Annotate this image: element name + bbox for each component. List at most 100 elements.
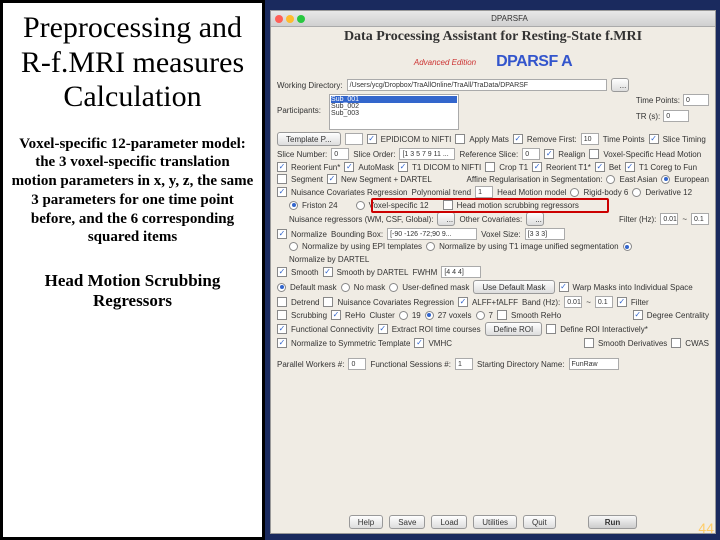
ncr-checkbox[interactable] (277, 187, 287, 197)
nomask-radio[interactable] (341, 283, 350, 292)
template-input[interactable] (345, 133, 363, 145)
refslice-input[interactable]: 0 (522, 148, 540, 160)
maximize-icon[interactable] (297, 15, 305, 23)
band-lo-input[interactable]: 0.01 (564, 296, 582, 308)
tr-input[interactable]: 0 (663, 110, 689, 122)
filter-checkbox[interactable] (617, 297, 627, 307)
deriv12-radio[interactable] (632, 188, 641, 197)
vmhc-checkbox[interactable] (414, 338, 424, 348)
template-button[interactable]: Template P... (277, 132, 341, 146)
t1segnorm-radio[interactable] (426, 242, 435, 251)
sliceorder-input[interactable]: [1 3 5 7 9 11 ... (399, 148, 455, 160)
participants-listbox[interactable]: Sub_001 Sub_002 Sub_003 (329, 94, 459, 130)
reorientfun-checkbox[interactable] (277, 162, 287, 172)
userdefmask-radio[interactable] (389, 283, 398, 292)
smoothdartel-checkbox[interactable] (323, 267, 333, 277)
smooth-checkbox[interactable] (277, 267, 287, 277)
slicetiming-checkbox[interactable] (649, 134, 659, 144)
usedefmask-button[interactable]: Use Default Mask (473, 280, 554, 294)
dc-checkbox[interactable] (633, 310, 643, 320)
c7-radio[interactable] (476, 311, 485, 320)
c27-radio[interactable] (425, 311, 434, 320)
filter-lo-input[interactable]: 0.01 (660, 213, 678, 225)
bet-label: Bet (609, 163, 621, 172)
pw-input[interactable]: 0 (348, 358, 366, 370)
ncr2-checkbox[interactable] (323, 297, 333, 307)
wd-input[interactable]: /Users/ycg/Dropbox/TraAllOnline/TraAll/T… (347, 79, 607, 91)
smoothder-checkbox[interactable] (584, 338, 594, 348)
vshm-checkbox[interactable] (589, 149, 599, 159)
nomask-label: No mask (354, 283, 386, 292)
othercov-browse-button[interactable]: ... (526, 212, 544, 226)
eastasian-radio[interactable] (606, 175, 615, 184)
reorientt1-checkbox[interactable] (532, 162, 542, 172)
list-item[interactable]: Sub_003 (331, 110, 457, 117)
t1dicom-checkbox[interactable] (398, 162, 408, 172)
c19-label: 19 (412, 311, 421, 320)
reho-checkbox[interactable] (331, 310, 341, 320)
removefirst-input[interactable]: 10 (581, 133, 599, 145)
app-logo: DPARSF A (496, 53, 572, 71)
cwas-checkbox[interactable] (671, 338, 681, 348)
wd-label: Working Directory: (277, 81, 343, 90)
normsym-checkbox[interactable] (277, 338, 287, 348)
load-button[interactable]: Load (431, 515, 467, 529)
fwhm-input[interactable]: [4 4 4] (441, 266, 481, 278)
wd-browse-button[interactable]: ... (611, 78, 629, 92)
applymats-checkbox[interactable] (455, 134, 465, 144)
friston24-radio[interactable] (289, 201, 298, 210)
quit-button[interactable]: Quit (523, 515, 556, 529)
extract-checkbox[interactable] (378, 324, 388, 334)
defmask-radio[interactable] (277, 283, 286, 292)
voxsize-input[interactable]: [3 3 3] (525, 228, 565, 240)
removefirst-checkbox[interactable] (513, 134, 523, 144)
ncr-label: Nuisance Covariates Regression (291, 188, 408, 197)
t1dicom-label: T1 DICOM to NIFTI (412, 163, 481, 172)
slicenum-input[interactable]: 0 (331, 148, 349, 160)
cropt1-checkbox[interactable] (485, 162, 495, 172)
voxel12-radio[interactable] (356, 201, 365, 210)
slicenum-label: Slice Number: (277, 150, 327, 159)
rigid6-radio[interactable] (570, 188, 579, 197)
c27-label: 27 voxels (438, 311, 472, 320)
epidicom-checkbox[interactable] (367, 134, 377, 144)
filter-hi-input[interactable]: 0.1 (691, 213, 709, 225)
bbox-input[interactable]: [-90 -126 -72;90 9... (387, 228, 477, 240)
help-button[interactable]: Help (349, 515, 383, 529)
scrubbing-checkbox[interactable] (277, 310, 287, 320)
smoothreho-checkbox[interactable] (497, 310, 507, 320)
segment-checkbox[interactable] (277, 174, 287, 184)
newsegment-checkbox[interactable] (327, 174, 337, 184)
defineroi-button[interactable]: Define ROI (485, 322, 543, 336)
minimize-icon[interactable] (286, 15, 294, 23)
list-item[interactable]: Sub_001 (331, 96, 457, 103)
c19-radio[interactable] (399, 311, 408, 320)
timepoints-input[interactable]: 0 (683, 94, 709, 106)
warpmasks-checkbox[interactable] (559, 282, 569, 292)
bandhz-label: Band (Hz): (522, 298, 560, 307)
sdn-input[interactable]: FunRaw (569, 358, 619, 370)
poly-input[interactable]: 1 (475, 186, 493, 198)
list-item[interactable]: Sub_002 (331, 103, 457, 110)
european-radio[interactable] (661, 175, 670, 184)
alff-checkbox[interactable] (458, 297, 468, 307)
utilities-button[interactable]: Utilities (473, 515, 517, 529)
realign-checkbox[interactable] (544, 149, 554, 159)
fs-input[interactable]: 1 (455, 358, 473, 370)
detrend-checkbox[interactable] (277, 297, 287, 307)
bet-checkbox[interactable] (595, 162, 605, 172)
t1coreg-checkbox[interactable] (625, 162, 635, 172)
epinorm-radio[interactable] (289, 242, 298, 251)
save-button[interactable]: Save (389, 515, 425, 529)
close-icon[interactable] (275, 15, 283, 23)
dartelnorm-radio[interactable] (623, 242, 632, 251)
slide-subtitle: Head Motion Scrubbing Regressors (11, 271, 254, 311)
automask-checkbox[interactable] (344, 162, 354, 172)
band-hi-input[interactable]: 0.1 (595, 296, 613, 308)
run-button[interactable]: Run (588, 515, 638, 529)
fc-checkbox[interactable] (277, 324, 287, 334)
dparsfa-window: DPARSFA Data Processing Assistant for Re… (270, 10, 716, 534)
defineroi-int-checkbox[interactable] (546, 324, 556, 334)
nuisance-browse-button[interactable]: ... (437, 212, 455, 226)
normalize-checkbox[interactable] (277, 229, 287, 239)
